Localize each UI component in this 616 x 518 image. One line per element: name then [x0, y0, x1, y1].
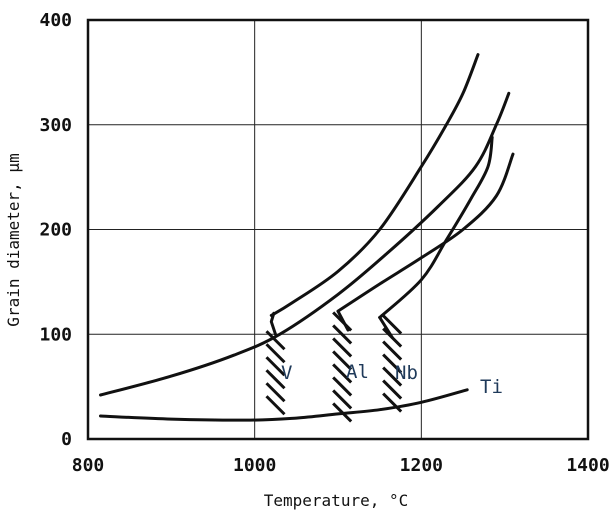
- curve-labels: V Al Nb Ti: [281, 361, 503, 398]
- hatch-band-nb: [382, 314, 403, 413]
- hatch-stroke: [382, 353, 403, 374]
- series-lines: [99, 53, 515, 422]
- y-tick-labels: 0 100 200 300 400: [39, 10, 72, 450]
- hatch-band-al: [332, 311, 353, 423]
- x-tick-1000: 1000: [233, 455, 276, 476]
- kink-nb: [378, 316, 394, 339]
- plot-frame: [86, 18, 590, 441]
- y-tick-400: 400: [39, 10, 72, 31]
- hatch-stroke: [382, 314, 403, 335]
- hatch-stroke: [265, 369, 286, 390]
- hatch-stroke: [332, 389, 353, 410]
- hatch-stroke: [332, 363, 353, 384]
- kink-v: [269, 311, 277, 336]
- x-tick-1400: 1400: [566, 455, 609, 476]
- hatch-stroke: [382, 366, 403, 387]
- curve-label-al: Al: [346, 361, 369, 383]
- hatch-stroke: [382, 392, 403, 413]
- y-tick-100: 100: [39, 324, 72, 345]
- curve-label-v: V: [281, 362, 292, 384]
- series-line-ti: [99, 388, 469, 422]
- hatch-stroke: [265, 395, 286, 416]
- y-axis-label: Grain diameter, µm: [4, 153, 23, 326]
- hatch-stroke: [332, 376, 353, 397]
- hatch-stroke: [265, 356, 286, 377]
- hatch-band-v: [265, 330, 286, 416]
- hatch-stroke: [265, 382, 286, 403]
- curve-label-nb: Nb: [395, 362, 418, 384]
- kink-al: [336, 309, 350, 332]
- hatch-stroke: [265, 343, 286, 364]
- series-line-v: [269, 53, 480, 317]
- x-tick-1200: 1200: [400, 455, 443, 476]
- x-axis-label: Temperature, °C: [264, 491, 409, 510]
- pinning-hatch-bands: [265, 311, 403, 423]
- series-line-al: [336, 152, 515, 313]
- grid: [88, 20, 588, 439]
- x-tick-800: 800: [72, 455, 105, 476]
- x-tick-labels: 800 1000 1200 1400: [72, 455, 610, 476]
- hatch-stroke: [332, 324, 353, 345]
- y-tick-200: 200: [39, 220, 72, 241]
- hatch-stroke: [332, 337, 353, 358]
- hatch-stroke: [265, 330, 286, 351]
- series-line-base: [99, 91, 511, 397]
- y-tick-300: 300: [39, 115, 72, 136]
- curve-label-ti: Ti: [480, 376, 503, 398]
- hatch-stroke: [382, 379, 403, 400]
- hatch-stroke: [332, 350, 353, 371]
- y-tick-0: 0: [61, 429, 72, 450]
- series-line-nb: [378, 135, 494, 319]
- hatch-stroke: [382, 340, 403, 361]
